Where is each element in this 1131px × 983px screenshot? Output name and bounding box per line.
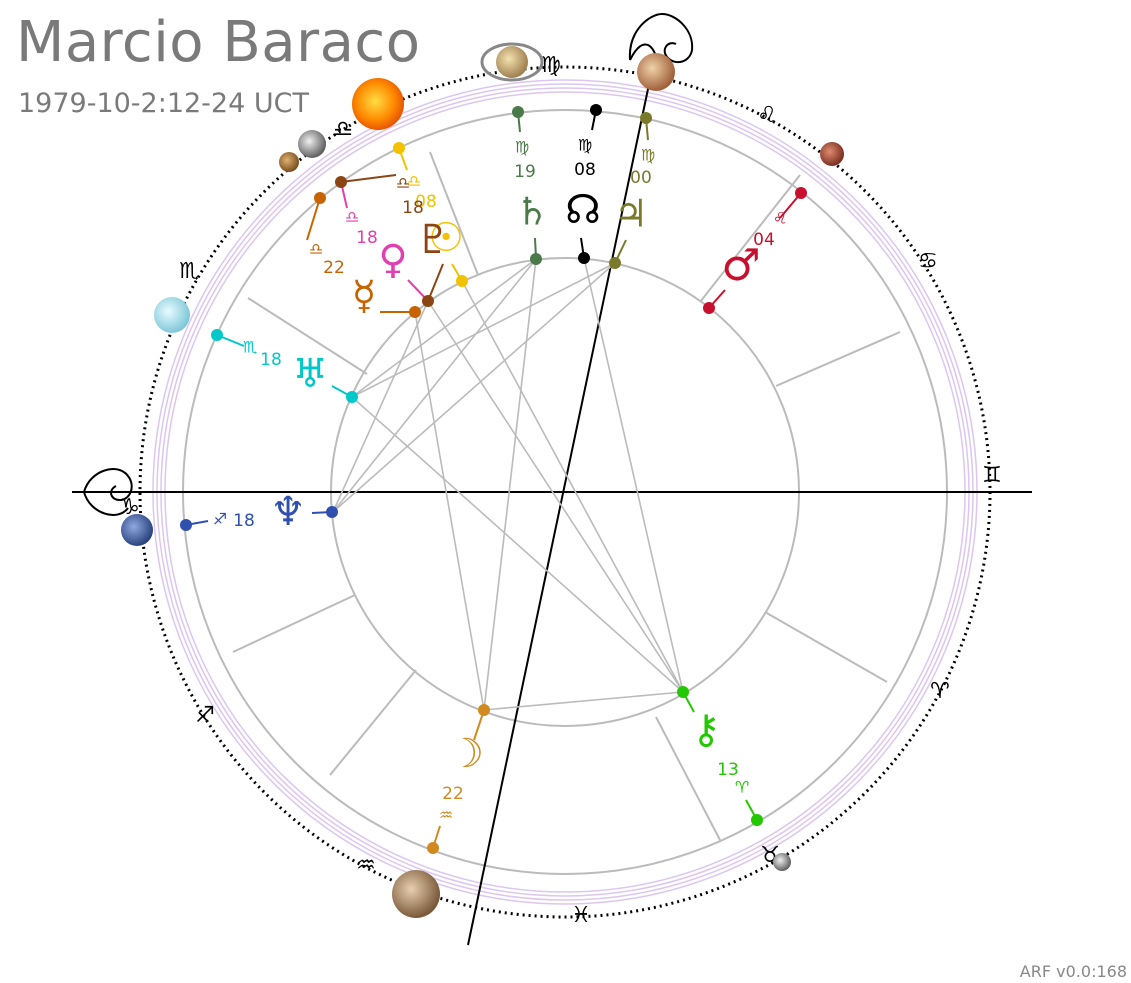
sign-sagittarius-glyph: ♐ <box>195 703 215 728</box>
sign-capricorn-glyph: ♑ <box>120 495 140 520</box>
saturn-glyph-icon: ♄ <box>515 190 549 234</box>
planet-inner-dots <box>326 252 715 716</box>
saturn-sign-glyph: ♍ <box>515 138 529 157</box>
chiron-image-icon <box>773 853 791 871</box>
mercury-glyph-icon: ☿ <box>352 273 377 319</box>
venus-degree-label: 18 <box>356 228 378 248</box>
north-node-glyph-icon: ☊ <box>565 187 601 233</box>
planet-outer-dots <box>180 104 807 854</box>
uranus-degree-label: 18 <box>260 350 282 370</box>
sign-virgo-glyph: ♍ <box>541 53 561 78</box>
chiron-sign-glyph: ♈ <box>735 778 749 797</box>
virgo-ornament-icon <box>628 12 694 64</box>
pluto-sign-glyph: ♎ <box>396 174 410 193</box>
chart-title: Marcio Baraco <box>16 10 421 75</box>
neptune-image-icon <box>121 514 153 546</box>
aspect-lines <box>332 257 684 711</box>
chiron-glyph-icon: ⚷ <box>691 707 720 753</box>
sign-leo-glyph: ♌ <box>757 103 777 128</box>
sign-aquarius-glyph: ♒ <box>356 853 376 878</box>
saturn-image-icon <box>480 42 544 82</box>
sign-cancer-glyph: ♋ <box>918 249 938 274</box>
planet-connectors <box>185 109 802 849</box>
sun-image-icon <box>352 78 404 130</box>
neptune-glyph-icon: ♆ <box>270 489 306 535</box>
venus-sign-glyph: ♎ <box>345 208 359 227</box>
north-node-degree-label: 08 <box>574 160 596 180</box>
jupiter-degree-label: 00 <box>630 168 652 188</box>
sign-aries-glyph: ♈ <box>930 679 950 704</box>
house-cusps <box>232 151 901 841</box>
capricorn-ornament-icon <box>83 468 133 516</box>
mercury-sign-glyph: ♎ <box>309 240 323 259</box>
sun-glyph-icon: ☉ <box>428 215 464 261</box>
sign-gemini-glyph: ♊ <box>982 463 1002 488</box>
mars-glyph-icon: ♂ <box>721 240 760 291</box>
uranus-glyph-icon: ♅ <box>292 351 328 397</box>
mars-sign-glyph: ♌ <box>773 209 787 228</box>
pluto-degree-label: 18 <box>402 198 424 218</box>
mercury-degree-label: 22 <box>323 258 345 278</box>
chiron-degree-label: 13 <box>717 760 739 780</box>
north-node-sign-glyph: ♍ <box>578 136 592 155</box>
jupiter-glyph-icon: ♃ <box>614 192 648 236</box>
sun-sign-glyph: ♎ <box>407 172 421 191</box>
mercury-image-icon <box>279 152 299 172</box>
neptune-degree-label: 18 <box>233 511 255 531</box>
saturn-degree-label: 19 <box>514 162 536 182</box>
venus-glyph-icon: ♀ <box>378 237 407 283</box>
uranus-sign-glyph: ♏ <box>243 338 257 357</box>
jupiter-sign-glyph: ♍ <box>641 146 655 165</box>
sign-scorpio-glyph: ♏ <box>179 259 199 284</box>
moon-image-icon <box>392 870 440 918</box>
sign-libra-glyph: ♎ <box>333 117 353 142</box>
chart-datetime: 1979-10-2:12-24 UCT <box>18 88 309 119</box>
pluto-image-icon <box>298 130 326 158</box>
sign-pisces-glyph: ♓ <box>571 903 591 928</box>
jupiter-image-icon <box>637 53 675 91</box>
sun-degree-label: 08 <box>415 192 437 212</box>
moon-degree-label: 22 <box>442 784 464 804</box>
mars-degree-label: 04 <box>753 230 775 250</box>
uranus-image-icon <box>154 297 190 333</box>
moon-sign-glyph: ♒ <box>439 806 453 825</box>
pluto-glyph-icon: ♇ <box>415 217 451 263</box>
midheaven-axis <box>467 69 653 946</box>
version-label: ARF v0.0:168 <box>1019 962 1127 981</box>
mars-image-icon <box>820 142 844 166</box>
moon-glyph-icon: ☽ <box>448 731 484 777</box>
neptune-sign-glyph: ♐ <box>213 510 227 529</box>
